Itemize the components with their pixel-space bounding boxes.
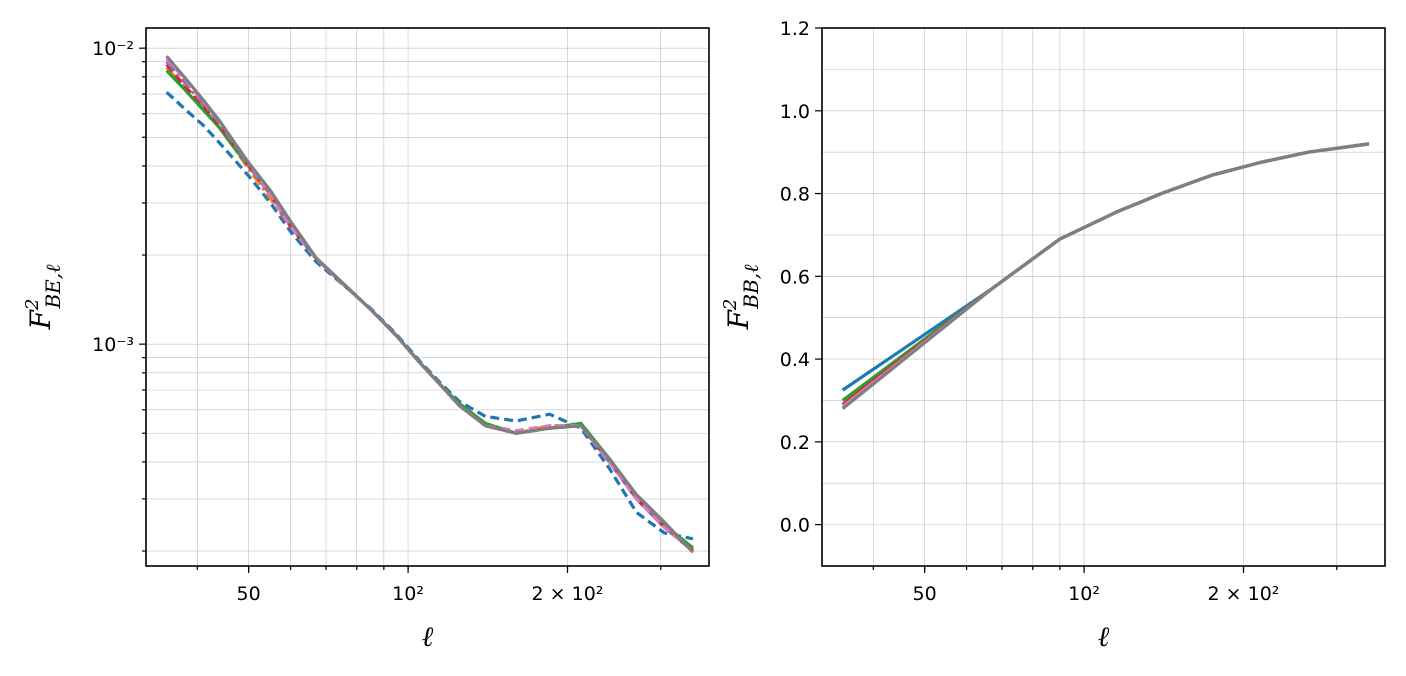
x-axis-title: ℓ — [1098, 620, 1110, 653]
y-tick-label: 10⁻² — [92, 38, 134, 60]
series-line-7 — [165, 55, 695, 554]
series-line-4 — [841, 142, 1370, 408]
y-tick-label: 1.0 — [780, 101, 810, 123]
y-tick-label: 0.8 — [780, 184, 810, 206]
y-tick-label: 0.4 — [780, 349, 810, 371]
series-line-2 — [841, 142, 1370, 402]
y-tick-label: 1.2 — [780, 18, 810, 40]
y-tick-label: 0.2 — [780, 432, 810, 454]
x-tick-label: 50 — [913, 583, 937, 605]
chart-panel-1: 50 10² 2 × 10² 10⁻² 10⁻³ ℓ F2BE,ℓ — [22, 27, 710, 653]
y-axis-title: F2BB,ℓ — [720, 264, 763, 331]
series-group — [841, 142, 1370, 410]
x-tick-label: 10² — [1068, 583, 1100, 605]
x-tick-label: 2 × 10² — [1208, 583, 1280, 605]
y-ticks — [139, 47, 146, 552]
series-group — [165, 55, 695, 554]
y-ticks — [815, 27, 822, 526]
x-ticks — [872, 566, 1338, 573]
y-axis-title: F2BE,ℓ — [22, 264, 65, 331]
series-line-5 — [841, 142, 1370, 410]
grid — [822, 28, 1385, 566]
y-tick-label: 0.6 — [780, 266, 810, 288]
series-line-2 — [165, 66, 694, 552]
x-tick-label: 2 × 10² — [532, 583, 604, 605]
y-tick-label: 10⁻³ — [92, 334, 134, 356]
x-tick-label: 10² — [392, 583, 424, 605]
series-line-6 — [165, 57, 694, 553]
x-tick-label: 50 — [237, 583, 261, 605]
x-ticks — [196, 566, 662, 573]
series-line-1 — [841, 142, 1370, 392]
grid — [146, 28, 709, 566]
plot-frame — [145, 27, 710, 567]
plot-frame — [821, 27, 1386, 567]
x-axis-title: ℓ — [422, 620, 434, 653]
series-line-3 — [165, 69, 694, 550]
y-tick-label: 0.0 — [780, 515, 810, 537]
chart-panel-2: 50 10² 2 × 10² 0.0 0.2 0.4 0.6 0.8 1.0 1.2 ℓ F2BB,ℓ — [720, 18, 1386, 653]
series-line-3 — [841, 142, 1370, 406]
series-line-1 — [165, 91, 694, 541]
